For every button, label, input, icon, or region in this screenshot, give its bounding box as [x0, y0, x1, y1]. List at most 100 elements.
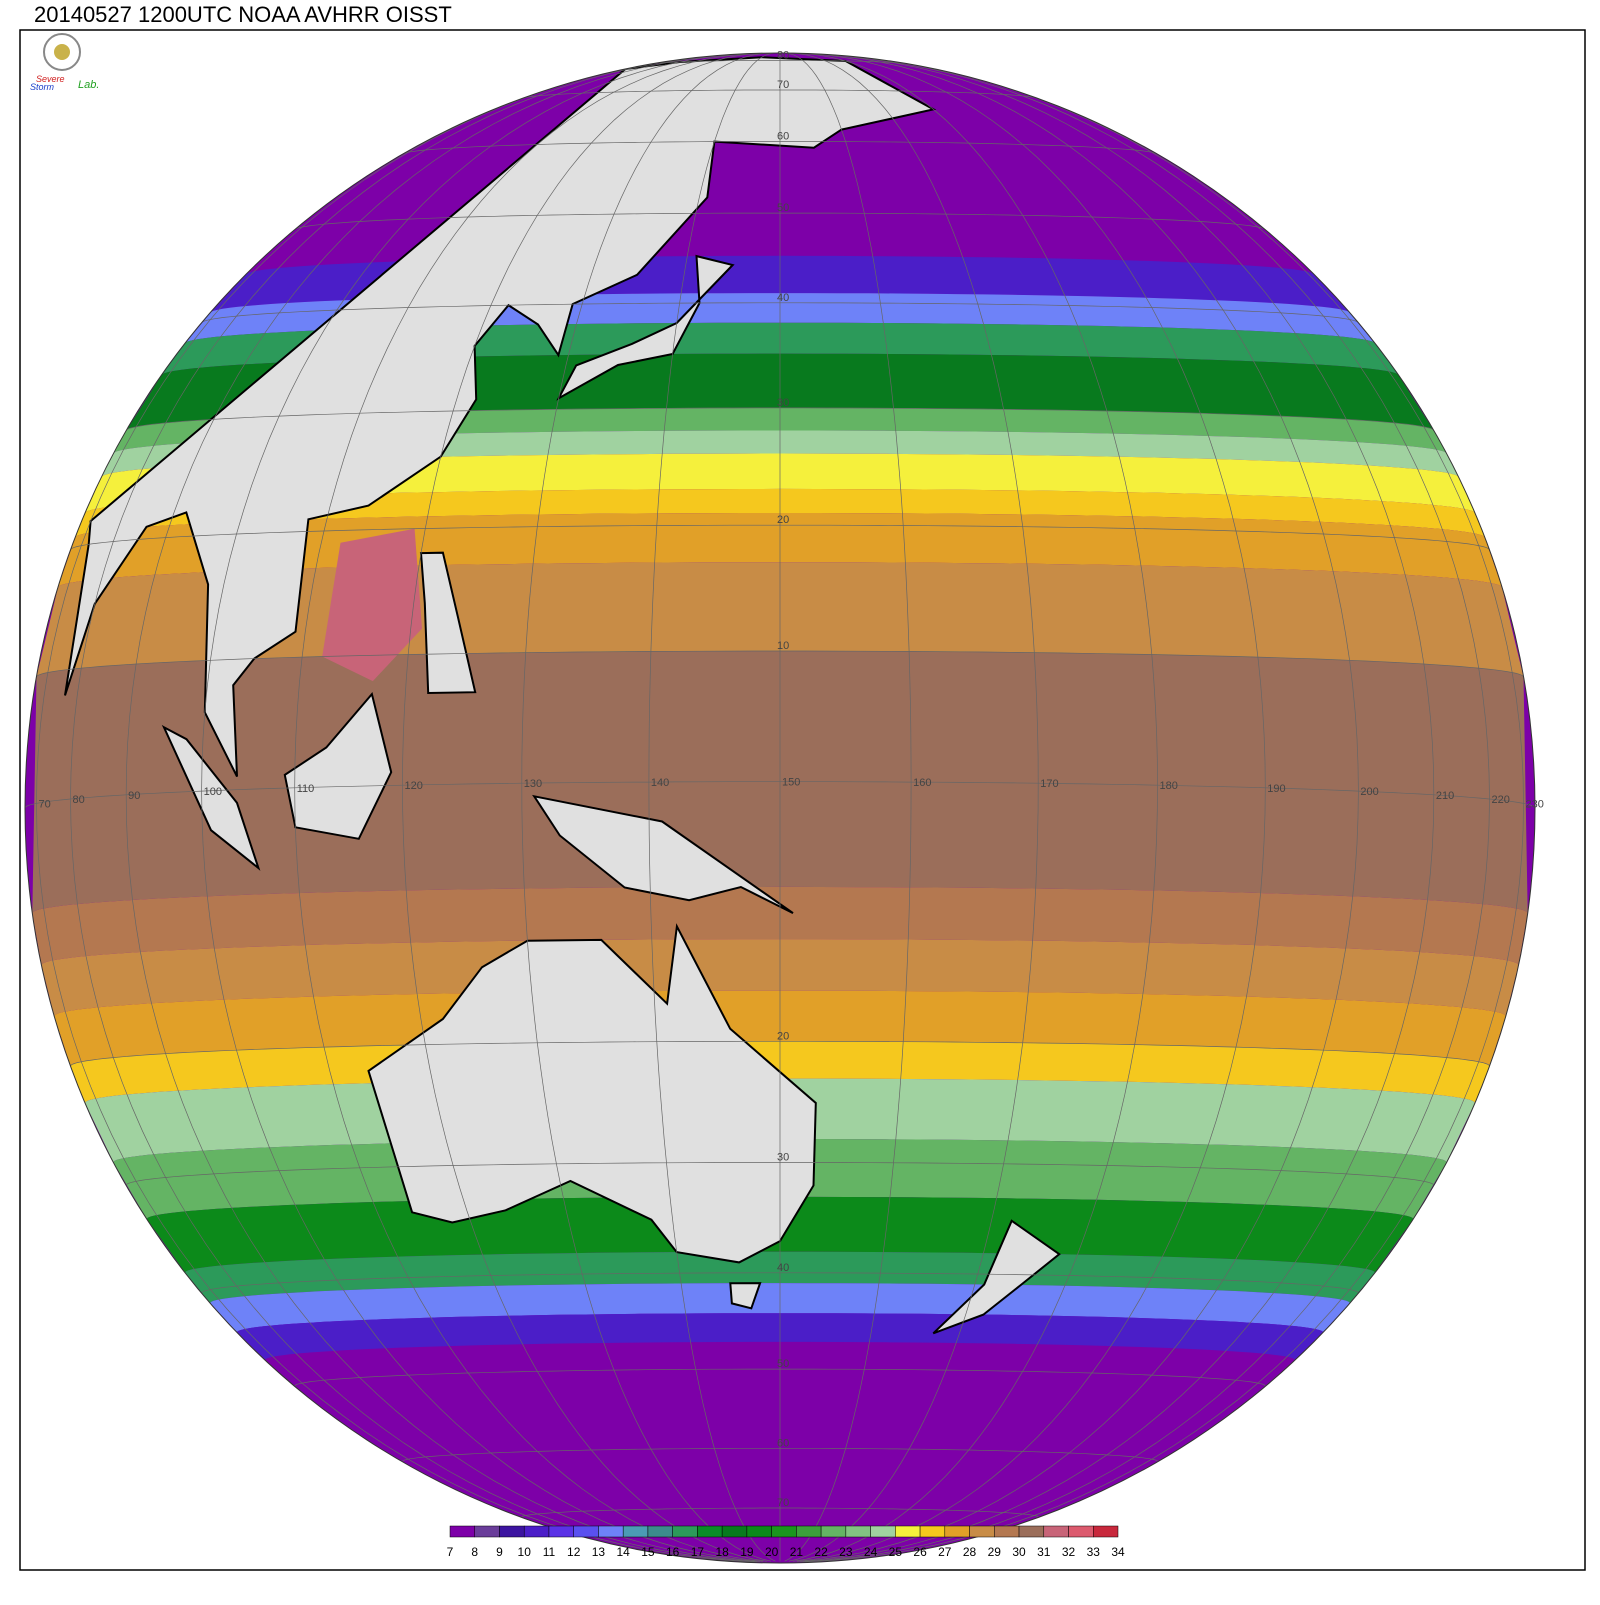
land — [932, 1219, 1061, 1335]
longitude-label: 220 — [1491, 794, 1509, 806]
colorbar-label: 32 — [1062, 1545, 1076, 1559]
land — [729, 1282, 762, 1310]
longitude-label: 130 — [524, 778, 542, 790]
longitude-label: 200 — [1360, 786, 1378, 798]
latitude-label: 30 — [777, 1151, 789, 1163]
colorbar-cell — [870, 1525, 896, 1538]
latitude-label: 50 — [777, 202, 789, 214]
parallel — [521, 1507, 1039, 1518]
longitude-label: 160 — [913, 777, 931, 789]
colorbar-label: 28 — [963, 1545, 977, 1559]
parallel — [70, 1040, 1490, 1067]
latitude-label: 70 — [777, 1497, 789, 1509]
colorbar-cell — [746, 1525, 772, 1538]
colorbar-cell — [721, 1525, 748, 1538]
latitude-label: 80 — [777, 49, 789, 61]
parallel — [294, 1368, 1266, 1387]
equator — [25, 781, 1535, 809]
colorbar-cell — [474, 1525, 500, 1538]
longitude-label: 210 — [1436, 790, 1454, 802]
land — [161, 724, 261, 871]
colorbar-label: 22 — [814, 1545, 828, 1559]
latitude-label: 30 — [777, 397, 789, 409]
longitude-label: 90 — [128, 790, 140, 802]
colorbar-cell — [697, 1525, 723, 1538]
globe — [25, 53, 1535, 1563]
colorbar-label: 29 — [988, 1545, 1002, 1559]
colorbar-label: 23 — [839, 1545, 853, 1559]
parallel — [201, 1272, 1359, 1294]
colorbar-label: 10 — [518, 1545, 532, 1559]
colorbar-cell — [944, 1525, 970, 1538]
colorbar-cell — [820, 1525, 847, 1538]
latitude-label: 70 — [777, 79, 789, 91]
colorbar-cell — [1093, 1525, 1119, 1538]
colorbar-cell — [573, 1525, 599, 1538]
colorbar-label: 34 — [1111, 1545, 1125, 1559]
longitude-label: 230 — [1526, 798, 1544, 810]
land — [419, 551, 477, 695]
parallel — [70, 524, 1490, 551]
colorbar-cell — [672, 1525, 698, 1538]
colorbar-label: 31 — [1037, 1545, 1051, 1559]
colorbar-label: 19 — [740, 1545, 754, 1559]
latitude-label: 40 — [777, 292, 789, 304]
parallel — [125, 407, 1435, 431]
land — [532, 794, 794, 914]
colorbar-cell — [771, 1525, 797, 1538]
parallel — [125, 1162, 1435, 1186]
colorbar-label: 16 — [666, 1545, 680, 1559]
colorbar-label: 27 — [938, 1545, 952, 1559]
longitude-label: 140 — [651, 777, 669, 789]
parallel — [201, 302, 1359, 324]
colorbar-label: 30 — [1012, 1545, 1026, 1559]
logo: Severe Storm Lab. — [30, 33, 99, 92]
colorbar-cell — [523, 1525, 550, 1538]
parallel — [402, 1447, 1158, 1462]
colorbar-label: 12 — [567, 1545, 581, 1559]
colorbar-cell — [919, 1525, 946, 1538]
colorbar-label: 21 — [790, 1545, 804, 1559]
colorbar-label: 11 — [543, 1545, 556, 1559]
colorbar-cell — [969, 1525, 995, 1538]
logo-emblem — [54, 44, 70, 60]
parallel — [36, 650, 1524, 678]
logo-text: Lab. — [78, 79, 99, 91]
colorbar-cell — [449, 1525, 475, 1538]
latitude-label: 20 — [777, 514, 789, 526]
latitude-label: 40 — [777, 1262, 789, 1274]
longitude-label: 80 — [73, 794, 85, 806]
colorbar-label: 13 — [592, 1545, 606, 1559]
logo-text: Storm — [30, 82, 55, 92]
colorbar-label: 25 — [889, 1545, 903, 1559]
colorbar-cell — [548, 1525, 574, 1538]
longitude-label: 170 — [1040, 778, 1058, 790]
colorbar-cell — [994, 1525, 1020, 1538]
colorbar-cell — [622, 1525, 649, 1538]
colorbar-label: 26 — [913, 1545, 927, 1559]
colorbar-label: 14 — [617, 1545, 631, 1559]
colorbar: 7 8 9 10 11 12 13 14 15 16 17 18 19 20 21 22 23 24 25 26 27 2… — [447, 1525, 1125, 1559]
longitude-label: 120 — [405, 780, 423, 792]
colorbar-cell — [796, 1525, 822, 1538]
colorbar-label: 33 — [1087, 1545, 1101, 1559]
colorbar-label: 15 — [641, 1545, 655, 1559]
longitude-label: 100 — [204, 786, 222, 798]
map-title: 20140527 1200UTC NOAA AVHRR OISST — [34, 2, 452, 27]
frame — [19, 29, 1586, 1571]
longitude-label: 150 — [782, 777, 800, 789]
sst-warm-pool — [322, 528, 422, 682]
latitude-label: 10 — [777, 640, 789, 652]
parallel — [402, 141, 1158, 155]
longitude-label: 70 — [38, 798, 50, 810]
colorbar-label: 7 — [447, 1545, 454, 1559]
globe-limb — [24, 52, 1536, 1564]
longitude-label: 190 — [1267, 783, 1285, 795]
land — [64, 56, 937, 777]
colorbar-label: 9 — [496, 1545, 503, 1559]
colorbar-cell — [1068, 1525, 1094, 1538]
longitude-label: 180 — [1160, 780, 1178, 792]
colorbar-cell — [598, 1525, 624, 1538]
